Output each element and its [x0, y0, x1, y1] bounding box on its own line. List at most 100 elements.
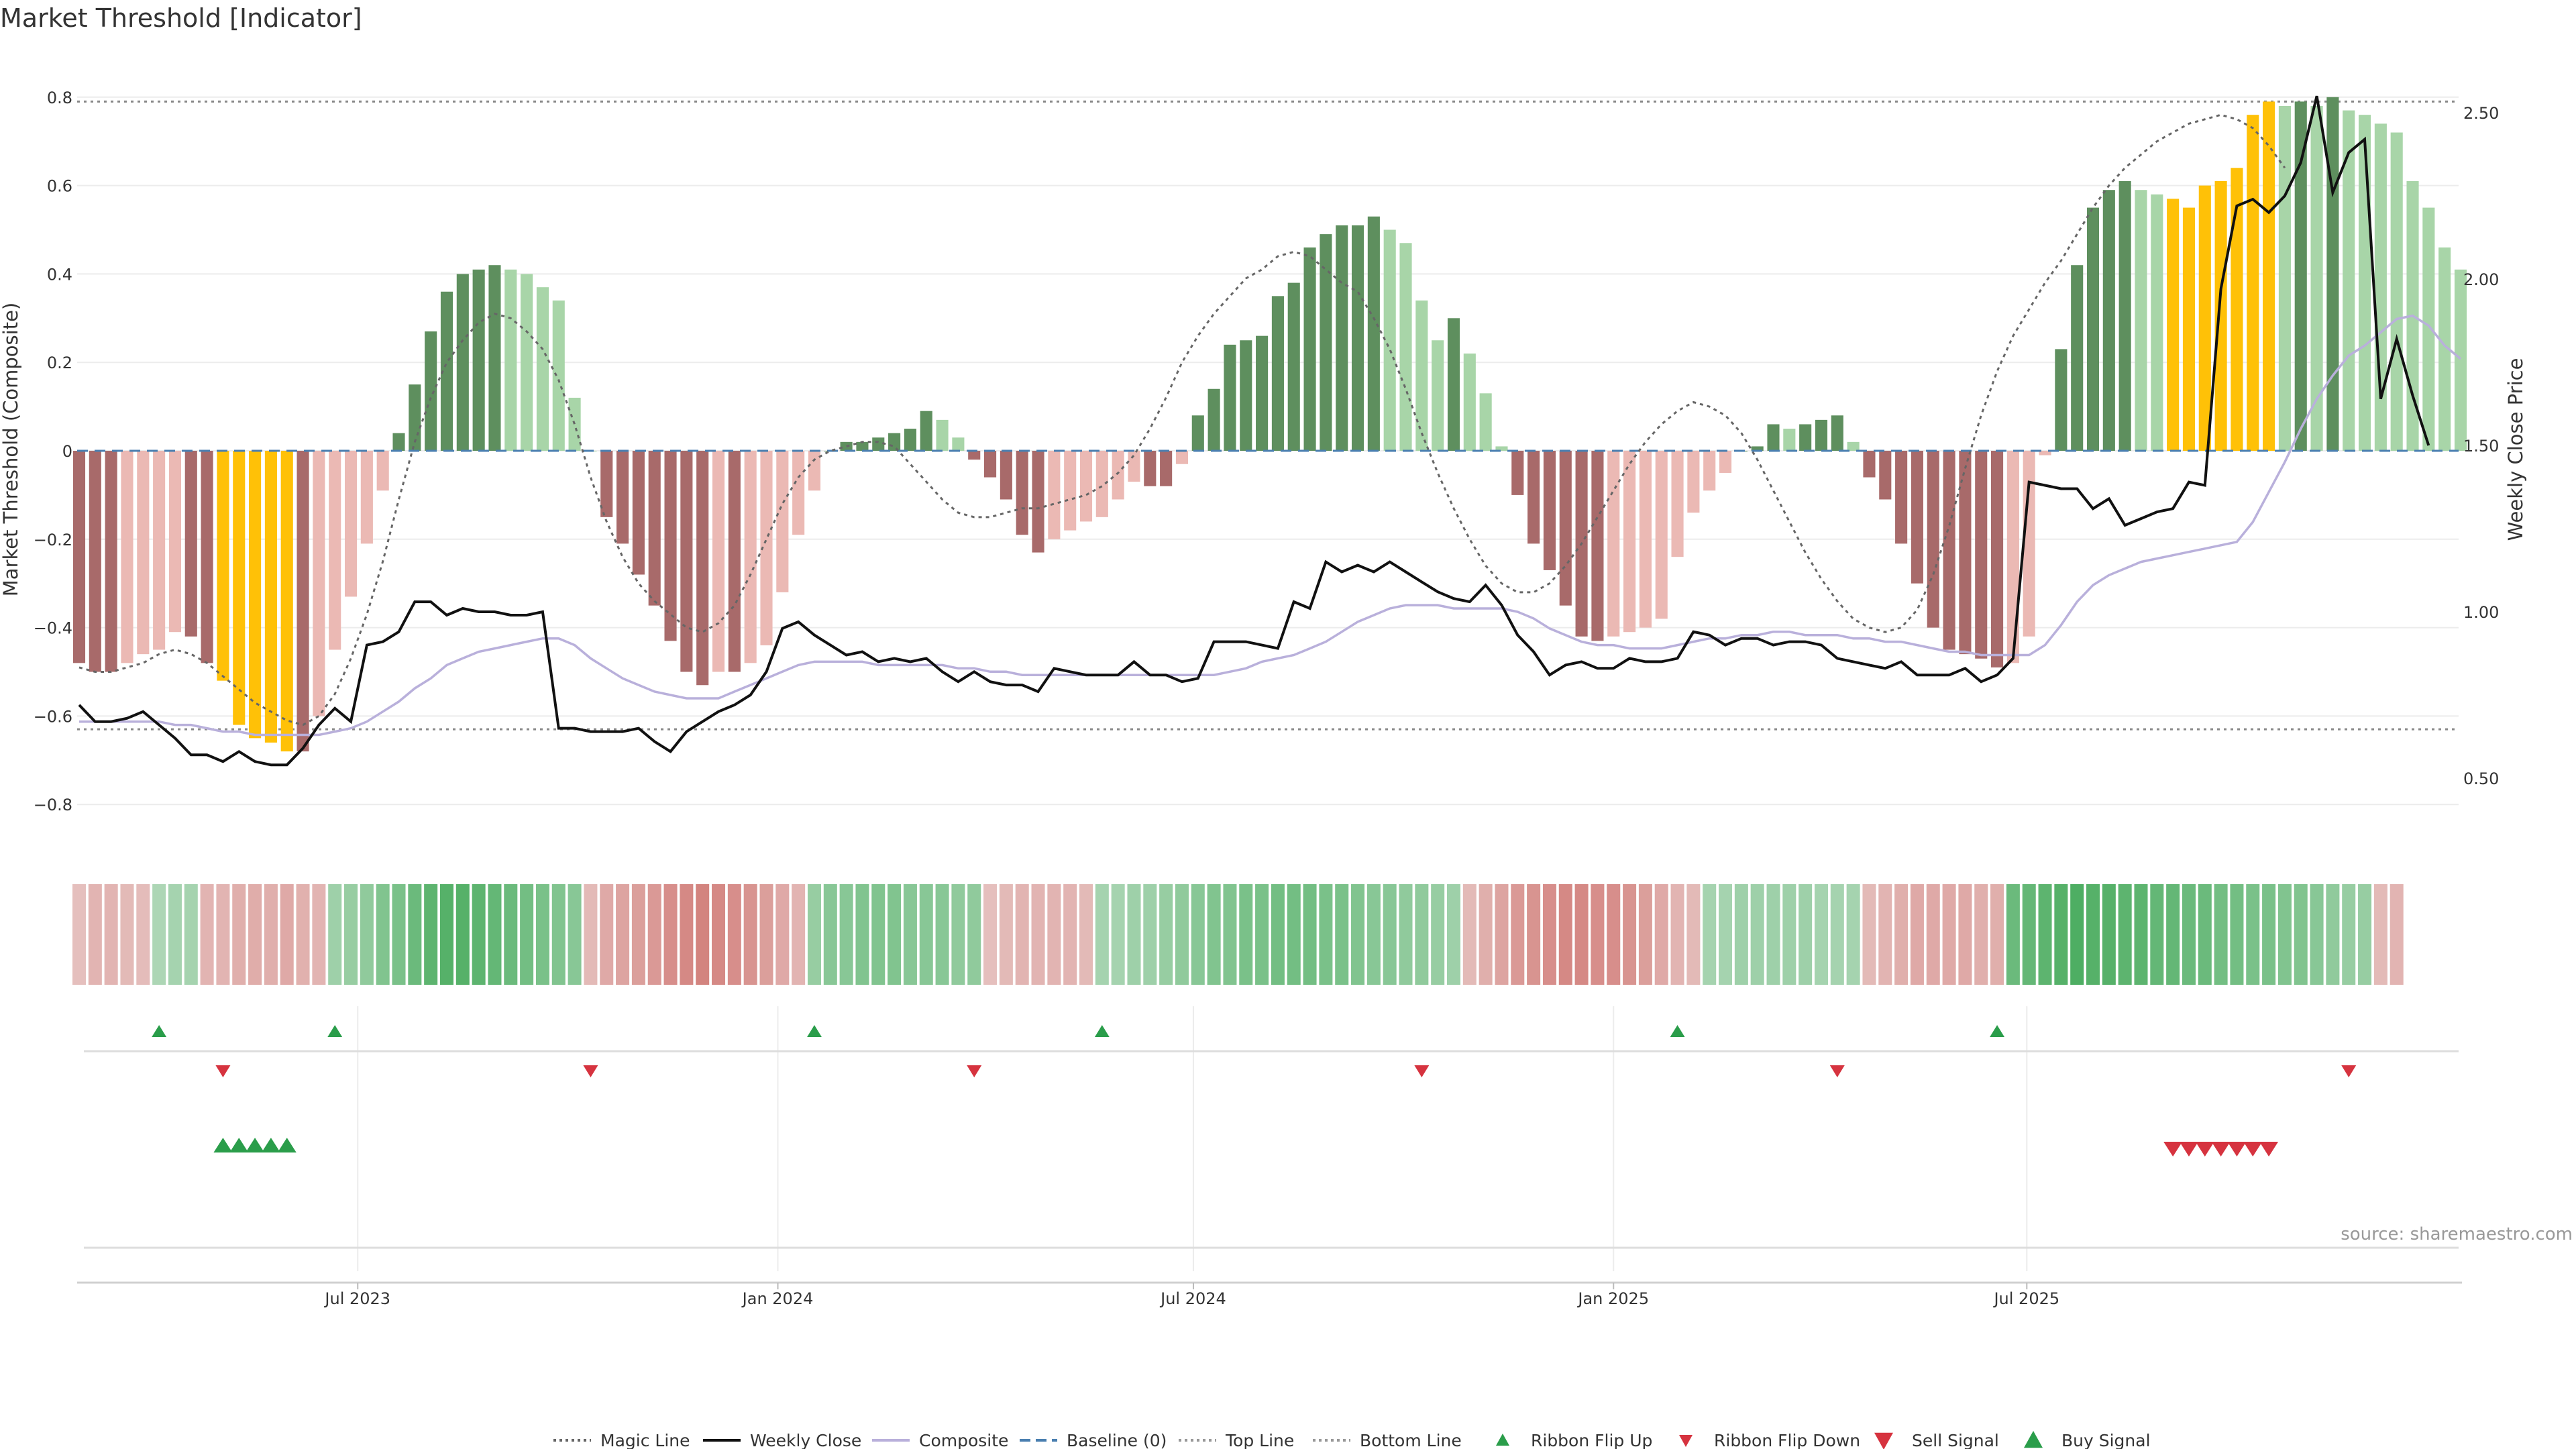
ribbon-cell: [647, 884, 661, 985]
ribbon-cell: [392, 884, 406, 985]
buy-signal-marker: [246, 1138, 265, 1152]
composite-bar: [1879, 451, 1892, 500]
composite-bar: [2390, 132, 2403, 451]
composite-bar: [2263, 101, 2275, 451]
ribbon-cell: [424, 884, 438, 985]
composite-bar: [297, 451, 309, 752]
ribbon-cell: [568, 884, 582, 985]
legend-sell-signal-swatch: [1874, 1432, 1893, 1449]
ribbon-cell: [232, 884, 246, 985]
composite-bar: [1271, 296, 1284, 451]
composite-bar: [1415, 300, 1428, 451]
composite-bar: [1079, 451, 1093, 522]
ribbon-cell: [136, 884, 150, 985]
composite-bar: [1831, 415, 1843, 451]
legend-buy-signal-label: Buy Signal: [2061, 1431, 2151, 1449]
composite-bar: [264, 451, 277, 743]
composite-bar: [1175, 451, 1189, 464]
composite-bar: [2006, 451, 2019, 663]
y-left-tick-label: 0.6: [47, 177, 72, 196]
ribbon-cell: [1862, 884, 1876, 985]
composite-bar: [760, 451, 773, 645]
ribbon-cell: [1399, 884, 1413, 985]
composite-bar: [552, 300, 565, 451]
legend-buy-signal-swatch: [2024, 1431, 2043, 1448]
y-left-tick-label: 0.8: [47, 89, 72, 107]
y-right-tick-label: 0.50: [2463, 769, 2499, 788]
composite-bar: [712, 451, 725, 672]
ribbon-cell: [472, 884, 486, 985]
ribbon-cell: [1799, 884, 1813, 985]
composite-bar: [1032, 451, 1044, 553]
ribbon-cell: [2182, 884, 2196, 985]
ribbon-cell: [2086, 884, 2100, 985]
composite-bar: [2247, 115, 2259, 451]
ribbon-cell: [807, 884, 821, 985]
ribbon-cell: [488, 884, 502, 985]
composite-bar: [1432, 340, 1444, 451]
composite-bar: [1639, 451, 1652, 628]
composite-bar: [1671, 451, 1684, 557]
composite-bar: [2198, 185, 2211, 451]
composite-bar: [1895, 451, 1908, 544]
ribbon-cell: [2310, 884, 2324, 985]
ribbon-cell: [584, 884, 598, 985]
ribbon-cell: [2214, 884, 2228, 985]
sell-signal-marker: [2243, 1142, 2263, 1157]
y-axis-right-label: Weekly Close Price: [2504, 358, 2527, 541]
ribbon-cell: [663, 884, 678, 985]
ribbon-cell: [2326, 884, 2340, 985]
composite-bar: [1927, 451, 1939, 628]
composite-bar: [1559, 451, 1572, 606]
composite-bar: [504, 269, 517, 451]
ribbon-strip: [72, 884, 2404, 985]
composite-bar: [344, 451, 358, 597]
legend-magic-line-label: Magic Line: [600, 1431, 690, 1449]
ribbon-cell: [696, 884, 710, 985]
ribbon-cell: [2118, 884, 2132, 985]
ribbon-cell: [184, 884, 198, 985]
ribbon-flip-markers: [84, 1025, 2459, 1077]
composite-bar: [1799, 424, 1812, 451]
legend-ribbon-flip-down-label: Ribbon Flip Down: [1714, 1431, 1860, 1449]
composite-bar: [1000, 451, 1012, 500]
ribbon-flip-down-marker: [215, 1065, 231, 1077]
ribbon-cell: [1446, 884, 1460, 985]
ribbon-cell: [1703, 884, 1717, 985]
composite-bar: [888, 433, 901, 451]
ribbon-flip-down-marker: [1414, 1065, 1430, 1077]
x-tick-label: Jan 2024: [741, 1289, 814, 1308]
composite-bar: [121, 451, 133, 663]
composite-bar: [1863, 451, 1876, 478]
composite-bar: [792, 451, 805, 535]
ribbon-cell: [1638, 884, 1652, 985]
y-right-tick-label: 1.00: [2463, 603, 2499, 622]
ribbon-cell: [360, 884, 374, 985]
ribbon-cell: [1239, 884, 1253, 985]
x-tick-label: Jan 2025: [1576, 1289, 1649, 1308]
composite-bar: [2294, 101, 2307, 451]
ribbon-cell: [888, 884, 902, 985]
composite-bar: [1991, 451, 2004, 667]
gridlines: [77, 96, 2459, 1271]
ribbon-cell: [1734, 884, 1748, 985]
composite-bar: [456, 274, 469, 451]
composite-bar: [1655, 451, 1668, 619]
ribbon-cell: [951, 884, 965, 985]
composite-bar: [425, 331, 437, 451]
composite-bar: [153, 451, 166, 650]
composite-bar: [1112, 451, 1124, 500]
ribbon-cell: [1143, 884, 1157, 985]
ribbon-cell: [1990, 884, 2004, 985]
ribbon-cell: [1686, 884, 1701, 985]
ribbon-cell: [1958, 884, 1972, 985]
ribbon-cell: [439, 884, 453, 985]
ribbon-cell: [616, 884, 630, 985]
composite-bar: [105, 451, 117, 672]
ribbon-cell: [1431, 884, 1445, 985]
composite-bar: [568, 397, 581, 451]
composite-bar: [1399, 243, 1412, 451]
ribbon-cell: [839, 884, 853, 985]
ribbon-cell: [1031, 884, 1045, 985]
ribbon-cell: [1814, 884, 1828, 985]
